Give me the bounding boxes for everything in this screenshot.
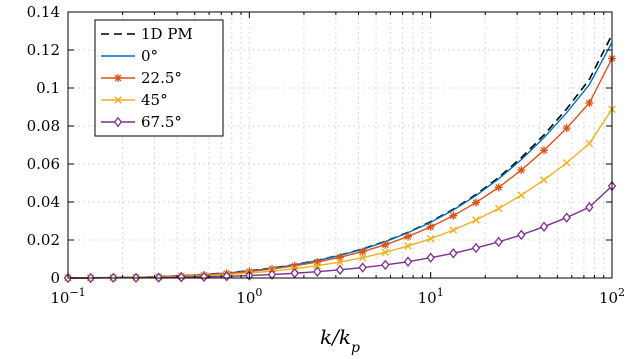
legend-label: 22.5°	[141, 69, 182, 87]
legend-marker	[114, 96, 122, 104]
data-point	[426, 222, 435, 231]
data-point	[199, 271, 209, 283]
y-tick-labels: 0 0.02 0.04 0.06 0.08 0.1 0.12 0.14	[27, 3, 60, 287]
x-tick-label-exponent: 0	[255, 286, 262, 299]
data-point	[540, 176, 548, 184]
data-point	[517, 229, 526, 241]
data-point	[517, 166, 526, 175]
legend-label: 45°	[141, 91, 168, 109]
data-point	[404, 242, 412, 250]
x-tick-label-base: 10	[418, 289, 437, 307]
data-point	[539, 221, 549, 232]
data-point	[358, 253, 367, 262]
x-tick-label-exponent: 2	[618, 286, 625, 299]
legend-label: 67.5°	[141, 113, 182, 131]
data-point	[540, 146, 549, 155]
x-tick-labels: 10−1 100 101 102	[50, 286, 625, 307]
y-tick-label: 0.06	[27, 155, 60, 173]
x-tick-label: 100	[236, 286, 262, 307]
x-tick-label-exponent: −1	[69, 286, 85, 299]
x-tick-label: 10−1	[50, 286, 85, 307]
data-point	[381, 259, 390, 271]
legend-marker	[113, 116, 123, 128]
data-point	[426, 234, 435, 243]
x-tick-label-base: 10	[50, 289, 69, 307]
data-point	[358, 262, 367, 273]
data-point	[562, 124, 571, 133]
data-point	[426, 252, 435, 263]
data-point	[472, 198, 481, 207]
axis-ticks	[67, 11, 613, 279]
y-tick-label: 0.04	[27, 193, 60, 211]
data-point	[562, 212, 571, 223]
data-point	[471, 242, 481, 254]
plot-frame	[67, 11, 613, 279]
data-point	[403, 256, 413, 267]
data-point	[336, 258, 344, 266]
data-point	[494, 204, 503, 213]
data-point	[449, 226, 458, 234]
x-axis-title: k/kp	[320, 325, 360, 356]
data-point	[177, 271, 186, 283]
y-tick-label: 0.02	[27, 231, 60, 249]
y-tick-label: 0.08	[27, 117, 60, 135]
x-axis-title-main: k/k	[320, 325, 351, 349]
y-tick-label: 0	[50, 269, 60, 287]
data-point	[585, 99, 594, 108]
data-point	[313, 261, 322, 270]
data-point	[585, 201, 594, 213]
x-tick-label-base: 10	[236, 289, 255, 307]
x-axis-title-subscript: p	[351, 340, 360, 356]
y-tick-label: 0.14	[27, 3, 60, 21]
data-point	[403, 232, 412, 241]
data-point	[562, 159, 571, 167]
data-point	[449, 248, 458, 259]
y-tick-label: 0.12	[27, 41, 60, 59]
x-tick-label: 102	[599, 286, 625, 307]
series-line	[68, 185, 613, 279]
data-point	[494, 183, 503, 192]
legend: 1D PM 0° 22.5° 45° 67.5°	[94, 19, 224, 137]
data-point	[472, 216, 480, 224]
x-tick-label-base: 10	[599, 289, 618, 307]
legend-marker	[114, 74, 122, 82]
data-point	[494, 236, 503, 248]
x-tick-label: 101	[418, 286, 444, 307]
data-point	[335, 264, 345, 276]
data-point	[517, 191, 526, 199]
data-point	[290, 268, 299, 279]
y-tick-label: 0.1	[36, 79, 60, 97]
legend-label: 1D PM	[141, 25, 193, 43]
data-point	[381, 248, 390, 257]
data-point	[313, 266, 322, 277]
data-point	[358, 247, 367, 256]
data-point	[381, 240, 390, 249]
legend-label: 0°	[141, 47, 158, 65]
data-point	[585, 139, 594, 148]
x-tick-label-exponent: 1	[437, 286, 444, 299]
data-point	[267, 269, 277, 280]
legend-box	[94, 19, 224, 137]
data-point	[449, 211, 458, 220]
